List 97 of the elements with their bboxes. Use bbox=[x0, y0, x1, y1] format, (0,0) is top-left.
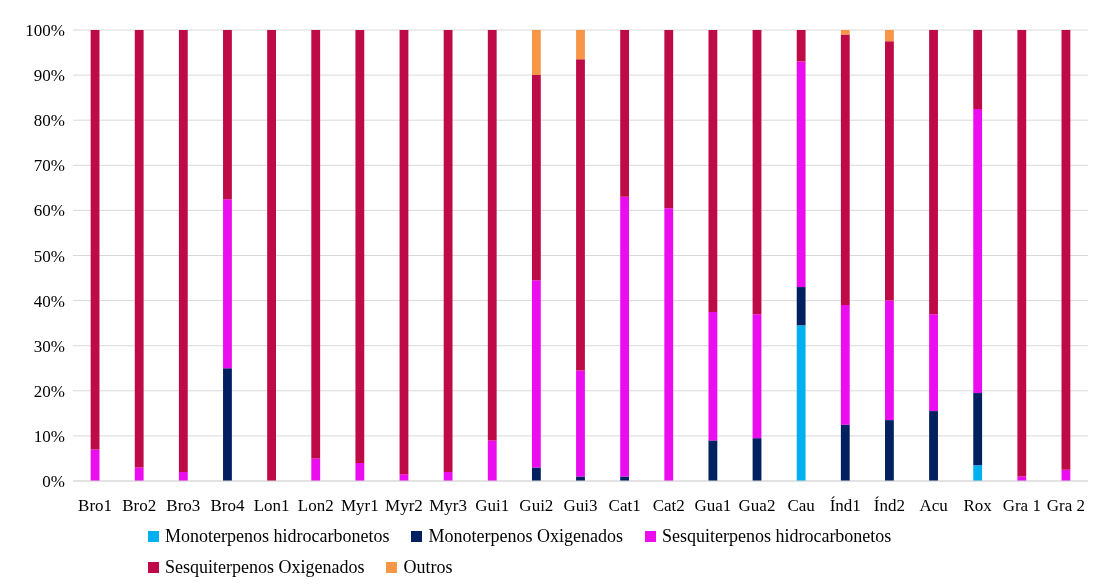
y-tick-label: 40% bbox=[33, 291, 65, 311]
x-tick-label: Myr3 bbox=[429, 496, 467, 516]
x-tick-label: Myr2 bbox=[385, 496, 423, 516]
bar bbox=[973, 465, 983, 481]
bar bbox=[134, 467, 144, 481]
y-tick-label: 0% bbox=[42, 472, 65, 492]
bar bbox=[708, 440, 718, 481]
x-tick-label: Cat1 bbox=[608, 496, 641, 516]
bar bbox=[973, 393, 983, 466]
bar bbox=[708, 311, 718, 441]
bar bbox=[487, 440, 497, 481]
bar bbox=[311, 458, 321, 481]
y-tick-label: 10% bbox=[33, 426, 65, 446]
bar bbox=[973, 30, 983, 109]
bar bbox=[664, 208, 674, 481]
bar bbox=[1017, 30, 1027, 477]
bar bbox=[90, 30, 100, 450]
bar bbox=[531, 30, 541, 76]
y-tick-label: 100% bbox=[25, 21, 65, 41]
bar bbox=[796, 61, 806, 288]
bar bbox=[531, 75, 541, 281]
bar bbox=[885, 41, 894, 301]
x-tick-label: Gra 1 bbox=[1002, 496, 1041, 516]
bar bbox=[576, 30, 585, 60]
bar bbox=[796, 325, 806, 481]
bar bbox=[223, 368, 232, 481]
bar bbox=[796, 287, 806, 326]
bar bbox=[840, 34, 850, 306]
bar bbox=[134, 30, 144, 468]
x-tick-label: Cau bbox=[787, 496, 816, 516]
bar bbox=[885, 30, 894, 42]
bar bbox=[311, 30, 321, 459]
bar bbox=[576, 59, 585, 371]
x-tick-label: Acu bbox=[919, 496, 949, 516]
y-tick-label: 30% bbox=[33, 336, 65, 356]
bar bbox=[178, 471, 188, 481]
y-tick-label: 50% bbox=[33, 246, 65, 266]
bar bbox=[355, 30, 365, 463]
bar bbox=[840, 424, 850, 481]
bar bbox=[223, 199, 232, 369]
x-tick-label: Gui3 bbox=[563, 496, 598, 516]
x-tick-label: Bro4 bbox=[210, 496, 245, 516]
y-tick-label: 20% bbox=[33, 381, 65, 401]
bar bbox=[840, 305, 850, 425]
legend-label: Monoterpenos Oxigenados bbox=[427, 526, 623, 547]
bar bbox=[620, 30, 630, 197]
bar bbox=[796, 30, 806, 62]
x-tick-label: Índ2 bbox=[873, 496, 905, 516]
bar bbox=[576, 370, 585, 477]
bar bbox=[929, 314, 938, 412]
bar bbox=[620, 196, 630, 477]
bar bbox=[487, 30, 497, 441]
x-tick-label: Bro1 bbox=[78, 496, 113, 516]
bar bbox=[355, 462, 365, 481]
bar bbox=[443, 30, 453, 472]
x-tick-label: Gua1 bbox=[694, 496, 732, 516]
x-tick-label: Gui2 bbox=[519, 496, 554, 516]
x-tick-label: Gui1 bbox=[475, 496, 510, 516]
bar bbox=[620, 476, 630, 481]
bar bbox=[178, 30, 188, 472]
y-tick-label: 90% bbox=[33, 66, 65, 86]
x-tick-label: Gua2 bbox=[738, 496, 776, 516]
bar bbox=[443, 471, 453, 481]
x-tick-label: Lon1 bbox=[253, 496, 290, 516]
legend-label: Monoterpenos hidrocarbonetos bbox=[164, 526, 390, 547]
x-tick-label: Índ1 bbox=[829, 496, 861, 516]
bar bbox=[531, 280, 541, 468]
bar bbox=[885, 300, 894, 421]
bar bbox=[223, 30, 232, 200]
bar bbox=[531, 467, 541, 481]
bar bbox=[752, 30, 762, 315]
bar bbox=[752, 314, 762, 439]
x-tick-label: Bro2 bbox=[122, 496, 157, 516]
bar bbox=[399, 30, 409, 475]
y-tick-label: 60% bbox=[33, 201, 65, 221]
bar bbox=[885, 420, 894, 481]
bar bbox=[708, 30, 718, 312]
legend-label: Outros bbox=[402, 557, 453, 578]
legend-label: Sesquiterpenos Oxigenados bbox=[164, 557, 365, 578]
bar bbox=[576, 476, 585, 481]
x-tick-label: Rox bbox=[963, 496, 993, 516]
x-tick-label: Bro3 bbox=[166, 496, 201, 516]
legend-label: Sesquiterpenos hidrocarbonetos bbox=[660, 526, 892, 547]
bar bbox=[1061, 30, 1071, 470]
bar bbox=[973, 108, 983, 394]
bar bbox=[664, 30, 674, 209]
bar bbox=[267, 30, 276, 481]
x-tick-label: Cat2 bbox=[652, 496, 685, 516]
y-tick-label: 70% bbox=[33, 156, 65, 176]
x-tick-label: Lon2 bbox=[297, 496, 334, 516]
y-tick-label: 80% bbox=[33, 111, 65, 131]
bar bbox=[840, 30, 850, 35]
bar bbox=[929, 411, 938, 481]
x-tick-label: Myr1 bbox=[340, 496, 379, 516]
bar bbox=[1017, 476, 1027, 481]
x-tick-label: Gra 2 bbox=[1046, 496, 1086, 516]
bar bbox=[929, 30, 938, 315]
